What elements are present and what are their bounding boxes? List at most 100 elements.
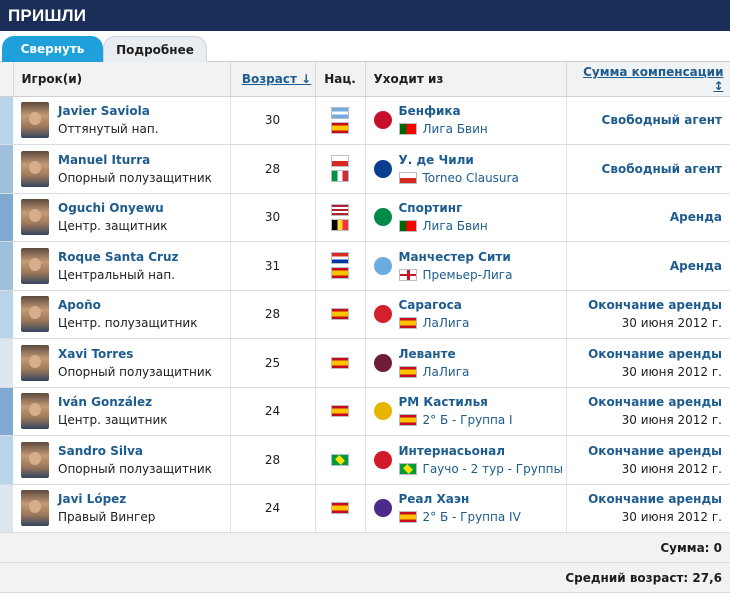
club-name-link[interactable]: Бенфика <box>398 104 461 119</box>
flag-icon <box>331 121 349 134</box>
club-name-link[interactable]: Реал Хаэн <box>398 492 470 507</box>
player-photo[interactable] <box>21 296 49 333</box>
header-age-sort[interactable]: Возраст ↓ <box>230 62 316 97</box>
flag-icon <box>398 171 417 184</box>
club-crest-icon[interactable] <box>373 450 392 469</box>
from-club-cell: Реал Хаэн 2° Б - Группа IV <box>365 484 567 533</box>
player-name-link[interactable]: Oguchi Onyewu <box>58 201 164 216</box>
flag-icon <box>331 203 349 216</box>
player-position: Опорный полузащитник <box>58 170 212 185</box>
player-photo[interactable] <box>21 199 49 236</box>
table-row: Oguchi Onyewu Центр. защитник 30 Спортин… <box>0 193 730 242</box>
club-name-link[interactable]: РМ Кастилья <box>398 395 488 410</box>
nationality-cell <box>315 96 366 145</box>
club-name-link[interactable]: Интернасьонал <box>398 443 506 458</box>
player-age: 31 <box>230 241 316 291</box>
table-row: Iván González Центр. защитник 24 РМ Каст… <box>0 387 730 436</box>
league-link[interactable]: ЛаЛига <box>422 364 470 379</box>
league-link[interactable]: 2° Б - Группа I <box>422 413 513 428</box>
nationality-cell <box>315 241 366 291</box>
fee-cell: Окончание аренды 30 июня 2012 г. <box>566 338 730 388</box>
from-club-cell: Манчестер Сити Премьер-Лига <box>365 241 567 291</box>
player-name-link[interactable]: Roque Santa Cruz <box>58 249 179 264</box>
player-name-link[interactable]: Xavi Torres <box>58 346 134 361</box>
player-name-link[interactable]: Manuel Iturra <box>58 152 151 167</box>
fee-cell: Свободный агент <box>566 144 730 194</box>
from-club-cell: Бенфика Лига Бвин <box>365 96 567 145</box>
player-position: Центр. защитник <box>58 219 168 234</box>
player-name-link[interactable]: Javier Saviola <box>58 104 150 119</box>
league-link[interactable]: 2° Б - Группа IV <box>422 510 521 525</box>
header-from-club: Уходит из <box>365 62 567 97</box>
transfers-table: Игрок(и) Возраст ↓ Нац. Уходит из Сумма … <box>0 62 730 533</box>
player-photo[interactable] <box>21 150 49 187</box>
fee-link[interactable]: Окончание аренды <box>588 298 722 313</box>
fee-link[interactable]: Окончание аренды <box>588 443 722 458</box>
player-photo[interactable] <box>21 344 49 381</box>
player-position: Опорный полузащитник <box>58 364 212 379</box>
tab-details[interactable]: Подробнее <box>103 36 207 62</box>
club-crest-icon[interactable] <box>373 111 392 130</box>
club-crest-icon[interactable] <box>373 256 392 275</box>
club-name-link[interactable]: У. де Чили <box>398 152 474 167</box>
flag-icon <box>398 317 417 330</box>
league-link[interactable]: Гаучо - 2 тур - Группы <box>422 461 563 476</box>
flag-icon <box>331 155 349 168</box>
club-name-link[interactable]: Леванте <box>398 346 456 361</box>
flag-icon <box>331 218 349 231</box>
flag-icon <box>398 511 417 524</box>
flag-icon <box>331 405 349 418</box>
header-fee-sort[interactable]: Сумма компенсации ↕ <box>566 62 730 97</box>
player-name-link[interactable]: Javi López <box>58 492 127 507</box>
league-link[interactable]: Лига Бвин <box>422 122 488 137</box>
flag-icon <box>398 462 417 475</box>
fee-cell: Аренда <box>566 193 730 242</box>
tab-collapse[interactable]: Свернуть <box>2 36 103 62</box>
league-link[interactable]: Премьер-Лига <box>422 267 513 282</box>
from-club-cell: Сарагоса ЛаЛига <box>365 290 567 339</box>
nationality-cell <box>315 338 366 388</box>
fee-link[interactable]: Окончание аренды <box>588 346 722 361</box>
player-name-link[interactable]: Sandro Silva <box>58 443 144 458</box>
table-row: Javi López Правый Вингер 24 Реал Хаэн 2°… <box>0 484 730 533</box>
flag-icon <box>331 453 349 466</box>
fee-link[interactable]: Свободный агент <box>601 113 722 128</box>
club-name-link[interactable]: Спортинг <box>398 201 463 216</box>
player-photo[interactable] <box>21 102 49 139</box>
row-marker <box>0 387 13 436</box>
from-club-cell: РМ Кастилья 2° Б - Группа I <box>365 387 567 436</box>
nationality-cell <box>315 290 366 339</box>
club-crest-icon[interactable] <box>373 499 392 518</box>
nationality-cell <box>315 144 366 194</box>
player-photo[interactable] <box>21 441 49 478</box>
fee-cell: Окончание аренды 30 июня 2012 г. <box>566 484 730 533</box>
league-link[interactable]: Лига Бвин <box>422 219 488 234</box>
player-age: 28 <box>230 435 316 485</box>
league-link[interactable]: Torneo Clausura <box>422 170 519 185</box>
club-name-link[interactable]: Сарагоса <box>398 298 462 313</box>
fee-link[interactable]: Окончание аренды <box>588 492 722 507</box>
club-crest-icon[interactable] <box>373 353 392 372</box>
player-cell: Xavi Torres Опорный полузащитник <box>13 338 231 388</box>
league-link[interactable]: ЛаЛига <box>422 316 470 331</box>
fee-link[interactable]: Свободный агент <box>601 161 722 176</box>
player-name-link[interactable]: Iván González <box>58 395 153 410</box>
fee-link[interactable]: Окончание аренды <box>588 395 722 410</box>
player-position: Оттянутый нап. <box>58 122 159 137</box>
player-photo[interactable] <box>21 490 49 527</box>
player-age: 30 <box>230 96 316 145</box>
player-name-link[interactable]: Apoño <box>58 298 101 313</box>
player-photo[interactable] <box>21 247 49 284</box>
player-position: Опорный полузащитник <box>58 461 212 476</box>
nationality-cell <box>315 435 366 485</box>
club-crest-icon[interactable] <box>373 305 392 324</box>
fee-link[interactable]: Аренда <box>669 258 722 273</box>
club-crest-icon[interactable] <box>373 159 392 178</box>
club-name-link[interactable]: Манчестер Сити <box>398 249 511 264</box>
fee-link[interactable]: Аренда <box>669 210 722 225</box>
club-crest-icon[interactable] <box>373 402 392 421</box>
player-age: 24 <box>230 387 316 436</box>
player-photo[interactable] <box>21 393 49 430</box>
club-crest-icon[interactable] <box>373 208 392 227</box>
fee-cell: Окончание аренды 30 июня 2012 г. <box>566 290 730 339</box>
